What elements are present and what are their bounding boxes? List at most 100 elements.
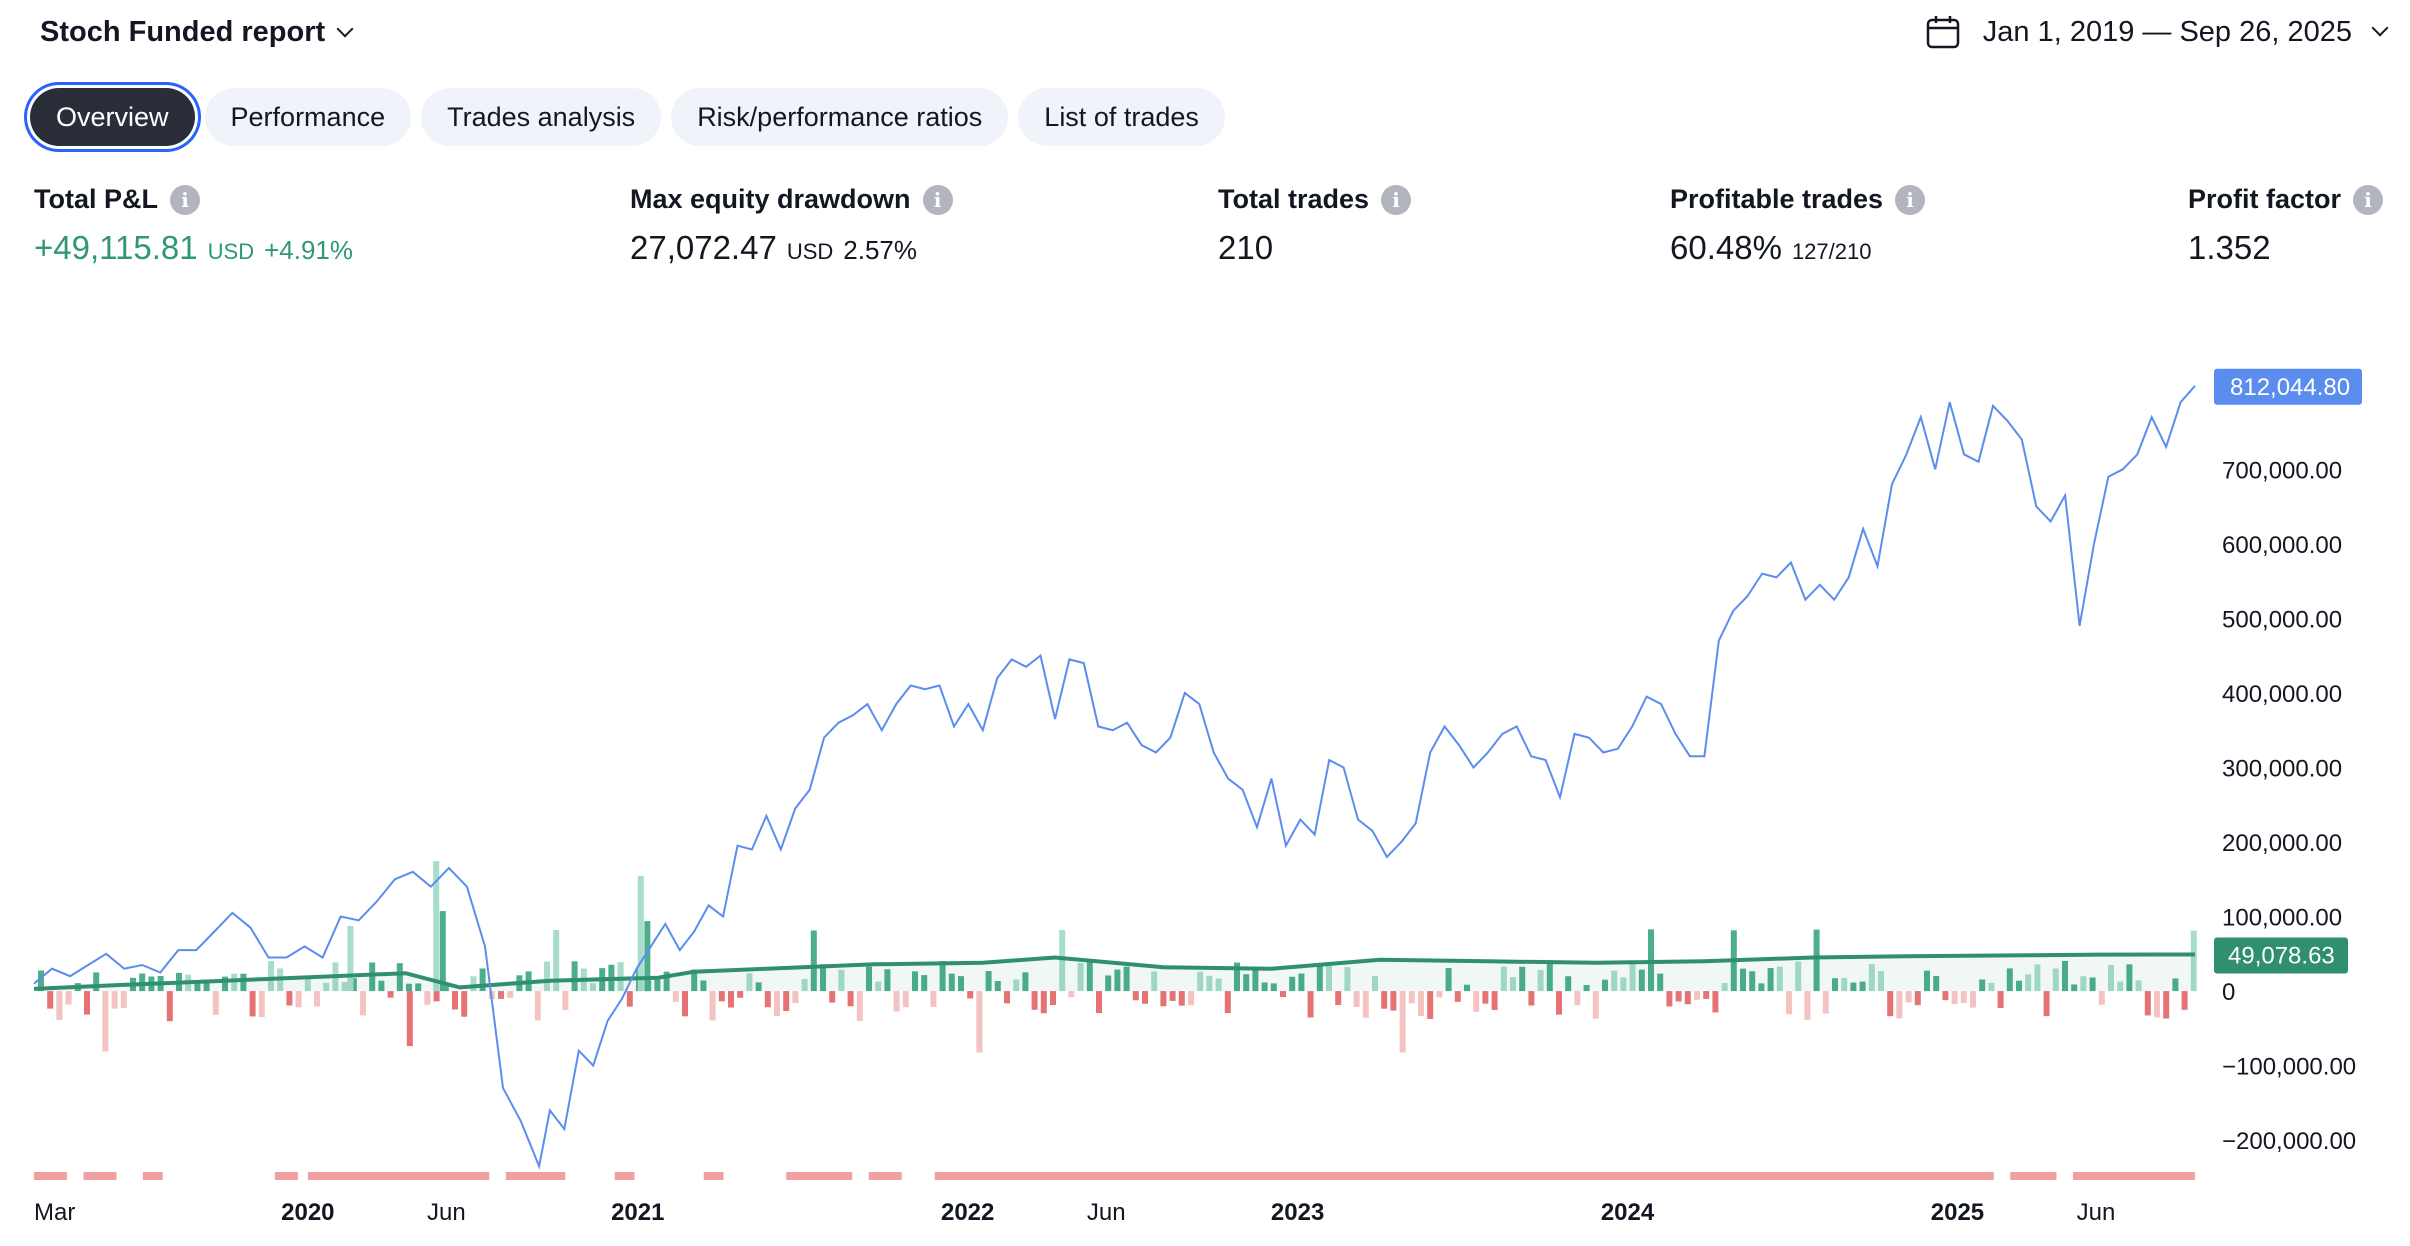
trade-loss-bar (1004, 991, 1010, 1004)
trade-loss-bar (360, 991, 366, 1016)
trade-profit-bar (1721, 983, 1728, 992)
x-axis-tick-label: 2025 (1931, 1199, 1984, 1226)
trade-profit-bar (1868, 964, 1875, 992)
trade-profit-bar (1850, 982, 1857, 992)
trade-profit-bar (1832, 978, 1838, 992)
trade-loss-bar (1666, 991, 1673, 1007)
info-icon[interactable]: i (922, 184, 953, 215)
trade-profit-bar (654, 976, 661, 992)
trade-profit-bar (415, 983, 422, 992)
x-axis-tick-label: Jun (1087, 1199, 1126, 1226)
date-range-selector[interactable]: Jan 1, 2019 — Sep 26, 2025 (1925, 14, 2389, 50)
trade-loss-bar (111, 991, 118, 1009)
strategy-equity-area (34, 954, 2195, 992)
trade-profit-bar (637, 876, 644, 992)
trade-profit-bar (2025, 974, 2032, 992)
trade-profit-bar (1013, 979, 1020, 992)
info-icon[interactable]: i (1381, 184, 1412, 215)
trade-loss-bar (387, 991, 394, 998)
trade-profit-bar (1611, 970, 1618, 992)
equity-chart[interactable]: 700,000.00 600,000.00 500,000.00 400,000.00… (0, 300, 2410, 1246)
trade-profit-bar (921, 975, 928, 992)
trade-loss-bar (737, 991, 744, 998)
drawdown-strip-segment (34, 1172, 67, 1180)
report-title: Stoch Funded report (40, 16, 326, 48)
trade-profit-bar (553, 929, 560, 992)
tab-risk-performance-ratios[interactable]: Risk/performance ratios (671, 88, 1009, 146)
y-axis-tick-label: 600,000.00 (2222, 532, 2342, 559)
trade-profit-bar (396, 963, 403, 992)
trade-profit-bar (1464, 984, 1470, 992)
x-axis-tick-label: 2021 (611, 1199, 664, 1226)
trade-profit-bar (1740, 968, 1746, 992)
calendar-icon (1926, 16, 1960, 49)
x-axis-tick-label: 2022 (941, 1199, 994, 1226)
trade-profit-bar (1620, 977, 1627, 992)
y-axis-tick-label: 700,000.00 (2222, 457, 2342, 484)
trade-profit-bar (2006, 968, 2013, 992)
trade-profit-bar (38, 970, 44, 992)
trade-profit-bar (341, 981, 348, 992)
trade-profit-bar (2016, 980, 2022, 992)
tab-list-of-trades[interactable]: List of trades (1018, 88, 1225, 146)
stat-label: Max equity drawdown (630, 184, 911, 214)
x-axis-tick-label: 2023 (1271, 1199, 1324, 1226)
report-selector[interactable]: Stoch Funded report (40, 16, 354, 49)
tab-overview[interactable]: Overview (30, 88, 195, 146)
trade-profit-bar (1206, 975, 1213, 992)
tab-trades-analysis[interactable]: Trades analysis (421, 88, 662, 146)
trade-loss-bar (1169, 991, 1176, 1001)
trade-profit-bar (2117, 981, 2124, 992)
trade-profit-bar (1022, 972, 1029, 992)
trade-profit-bar (810, 930, 817, 992)
info-icon[interactable]: i (1895, 184, 1926, 215)
trade-profit-bar (2052, 968, 2059, 992)
trade-profit-bar (479, 968, 486, 992)
x-axis-tick-label: 2020 (281, 1199, 334, 1226)
trade-loss-bar (1050, 991, 1056, 1006)
trade-loss-bar (976, 991, 983, 1053)
trade-loss-bar (847, 991, 854, 1007)
trade-loss-bar (1675, 991, 1682, 1002)
trade-profit-bar (1234, 962, 1240, 992)
trade-profit-bar (875, 981, 882, 992)
drawdown-strip-segment (505, 1172, 566, 1180)
trade-profit-bar (1086, 961, 1093, 992)
stat-label: Profitable trades (1670, 184, 1884, 214)
buy-hold-equity-line (33, 385, 2196, 1170)
strategy-equity-last-value: 49,078.63 (2228, 943, 2335, 970)
tab-performance[interactable]: Performance (204, 88, 412, 146)
drawdown-strip-segment (868, 1172, 902, 1180)
trade-profit-bar (571, 961, 578, 992)
trade-loss-bar (1491, 991, 1498, 1010)
trade-profit-bar (544, 961, 550, 992)
y-axis-tick-label: 100,000.00 (2222, 905, 2342, 932)
trade-loss-bar (249, 991, 256, 1017)
trade-loss-bar (166, 991, 173, 1022)
info-icon[interactable]: i (2353, 184, 2384, 215)
trade-loss-bar (1132, 991, 1139, 1001)
trade-profit-bar (1114, 969, 1121, 992)
trade-profit-bar (222, 976, 228, 992)
trade-loss-bar (102, 991, 109, 1052)
trade-loss-bar (967, 991, 974, 999)
strategy-equity-line (33, 952, 2196, 991)
drawdown-strip-segment (786, 1172, 853, 1180)
trade-profit-bar (939, 961, 946, 992)
info-icon[interactable]: i (170, 184, 200, 215)
trade-profit-bar (2172, 978, 2179, 992)
stat-label: Profit factor (2188, 184, 2342, 214)
trade-profit-bar (755, 982, 762, 992)
trade-profit-bar (1813, 929, 1820, 992)
trade-loss-bar (1556, 991, 1562, 1015)
trade-loss-bar (1712, 991, 1719, 1013)
trade-loss-bar (1887, 991, 1894, 1017)
trade-profit-bar (746, 973, 753, 992)
trade-profit-bar (1243, 974, 1250, 992)
trade-profit-bar (994, 981, 1001, 992)
trade-profit-bar (1758, 983, 1765, 992)
drawdown-strip-segment (307, 1172, 490, 1180)
buy-hold-last-value: 812,044.80 (2230, 374, 2350, 401)
date-range-text: Jan 1, 2019 — Sep 26, 2025 (1982, 15, 2352, 48)
trade-loss-bar (1353, 991, 1360, 1008)
